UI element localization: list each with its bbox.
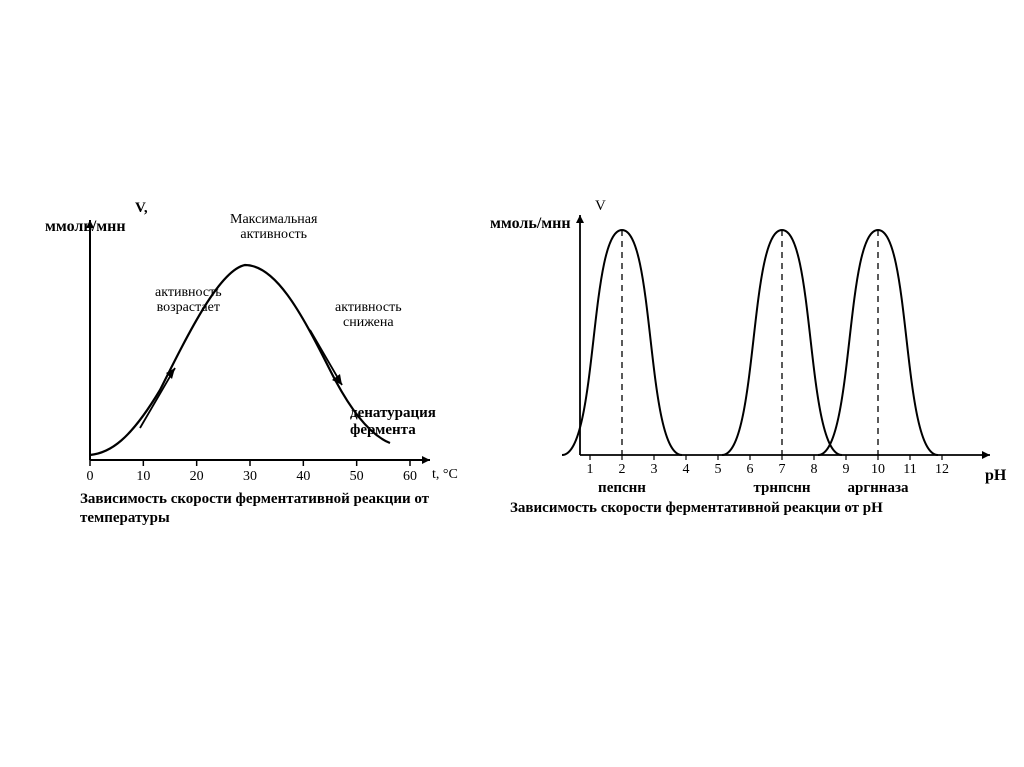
svg-text:10: 10: [136, 469, 150, 484]
chart-temperature: V, ммоль/мнн 0102030405060 t, °C Максима…: [50, 200, 470, 530]
right-caption: Зависимость скорости ферментативной реак…: [510, 500, 1010, 517]
svg-text:0: 0: [87, 469, 94, 484]
svg-text:10: 10: [871, 462, 885, 477]
svg-text:40: 40: [296, 469, 310, 484]
svg-text:6: 6: [747, 462, 754, 477]
right-plot-svg: 123456789101112 pH: [490, 205, 1010, 485]
annot-fall: активностьснижена: [335, 300, 402, 331]
enzyme-label-пепснн: пепснн: [582, 480, 662, 497]
annot-denat: денатурацияфермента: [350, 405, 436, 440]
svg-text:60: 60: [403, 469, 417, 484]
left-x-ticks: 0 10 20 30 40 50 60: [87, 460, 418, 484]
svg-text:12: 12: [935, 462, 949, 477]
svg-text:2: 2: [619, 462, 626, 477]
svg-text:pH: pH: [985, 467, 1007, 484]
svg-text:30: 30: [243, 469, 257, 484]
svg-text:7: 7: [779, 462, 786, 477]
temperature-curve: [90, 265, 390, 455]
enzyme-label-аргнназа: аргнназа: [838, 480, 918, 497]
svg-text:50: 50: [350, 469, 364, 484]
svg-text:1: 1: [587, 462, 594, 477]
chart-ph: V ммоль/мнн 123456789101112 pH пепсннтрн…: [490, 200, 1010, 530]
svg-text:20: 20: [190, 469, 204, 484]
svg-text:8: 8: [811, 462, 818, 477]
annot-max: Максимальнаяактивность: [230, 212, 317, 243]
svg-text:4: 4: [683, 462, 690, 477]
left-plot-svg: 0 10 20 30 40 50 60 t, °C: [50, 210, 470, 490]
svg-text:3: 3: [651, 462, 658, 477]
left-caption: Зависимость скорости ферментативной реак…: [80, 490, 460, 528]
enzyme-label-трнпснн: трнпснн: [742, 480, 822, 497]
svg-text:t, °C: t, °C: [432, 467, 458, 482]
svg-text:5: 5: [715, 462, 722, 477]
right-x-ticks: 123456789101112: [587, 455, 950, 477]
annot-rise: активностьвозрастает: [155, 285, 222, 316]
svg-text:9: 9: [843, 462, 850, 477]
svg-text:11: 11: [903, 462, 916, 477]
